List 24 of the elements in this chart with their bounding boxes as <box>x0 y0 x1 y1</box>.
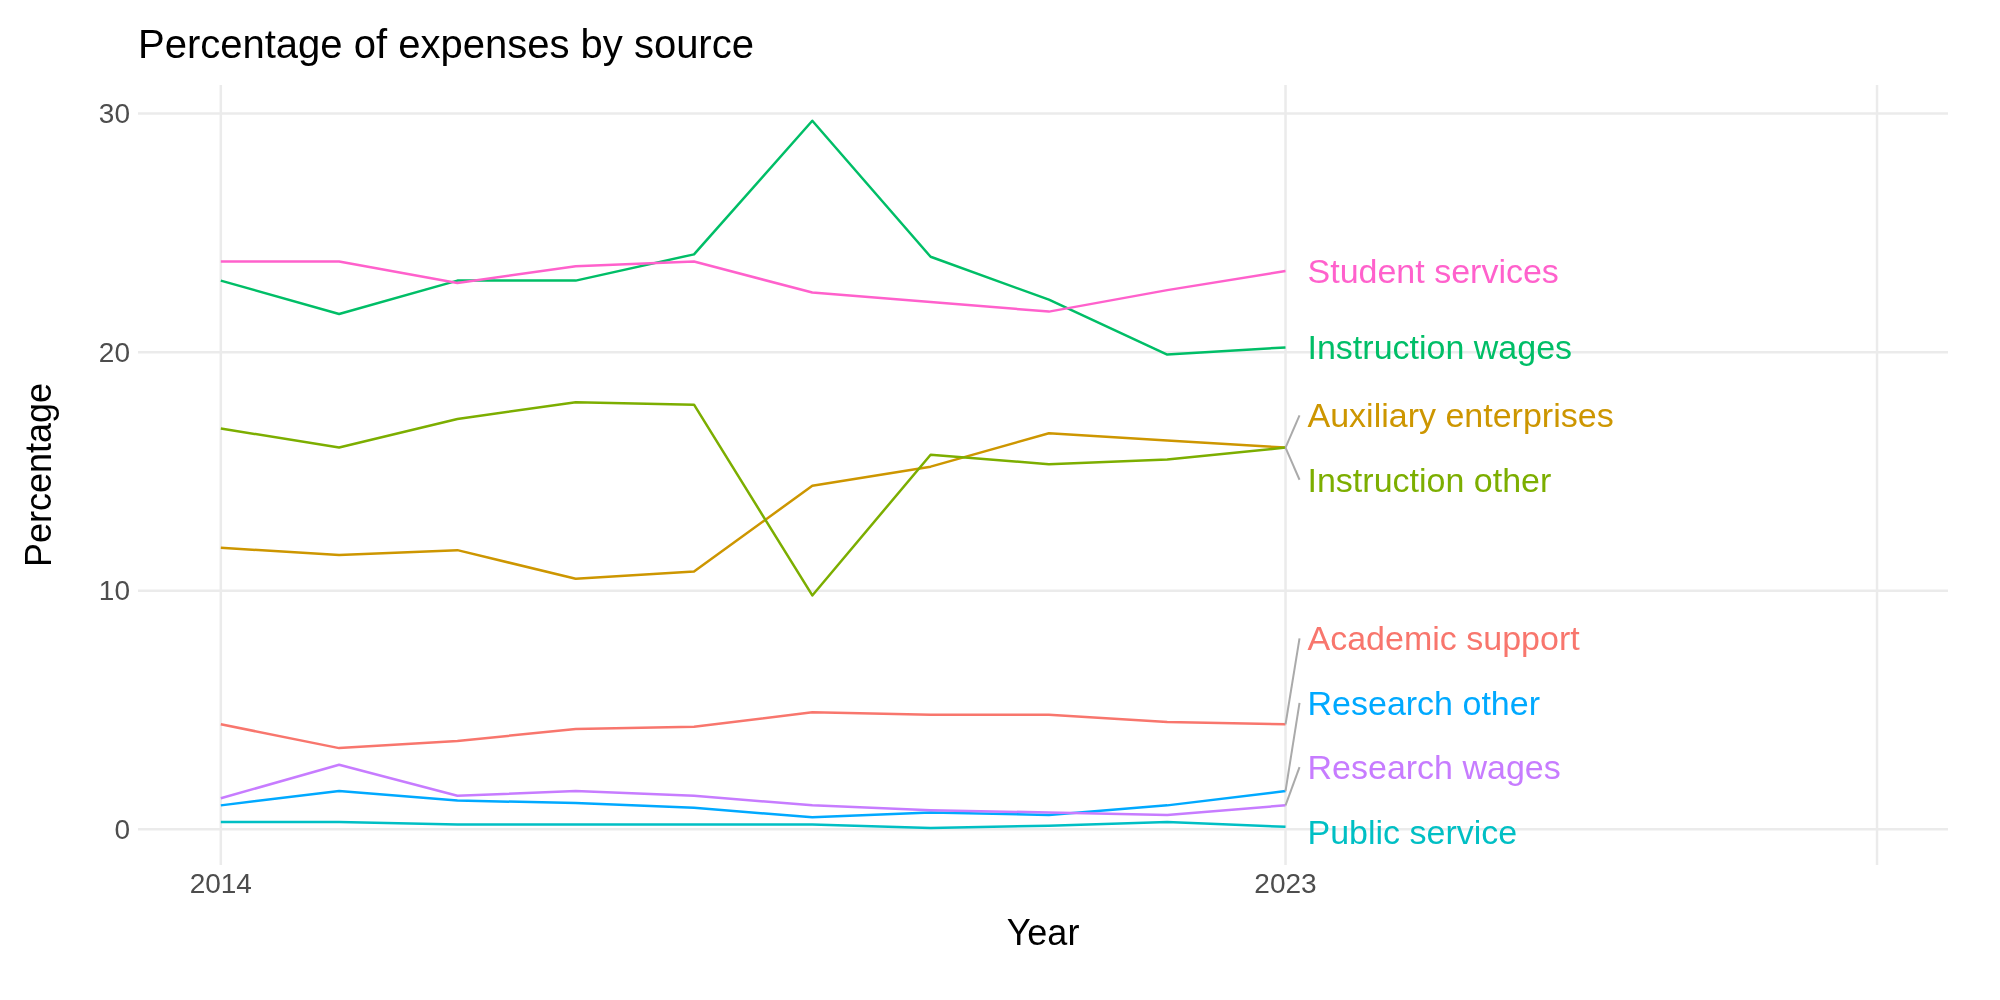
line-series <box>219 711 1287 750</box>
text: Research other <box>1307 683 1540 722</box>
line-series <box>219 789 1287 819</box>
series-label: Instruction other <box>1307 460 1552 499</box>
chart-title: Percentage of expenses by source <box>137 21 755 68</box>
series-label: Research wages <box>1307 748 1561 787</box>
x-tick-label: 2023 <box>1254 867 1317 899</box>
line-series <box>219 401 1287 597</box>
y-tick-label: 20 <box>98 336 130 368</box>
series-label: Student services <box>1307 251 1559 290</box>
series-label: Auxiliary enterprises <box>1307 396 1614 435</box>
y-tick-label: 30 <box>98 98 130 130</box>
line-series <box>219 763 1287 817</box>
series-label: Public service <box>1307 812 1518 851</box>
text: Academic support <box>1307 619 1581 658</box>
line-series <box>219 119 1287 356</box>
line-series <box>219 260 1287 313</box>
x-tick-label: 2014 <box>189 867 252 899</box>
series-label: Instruction wages <box>1307 328 1573 367</box>
y-tick-label: 10 <box>98 575 130 607</box>
x-axis-title: Year <box>1006 912 1080 953</box>
y-tick-label: 0 <box>114 814 130 846</box>
y-axis-title: Percentage <box>17 382 59 568</box>
line-series <box>219 432 1287 581</box>
